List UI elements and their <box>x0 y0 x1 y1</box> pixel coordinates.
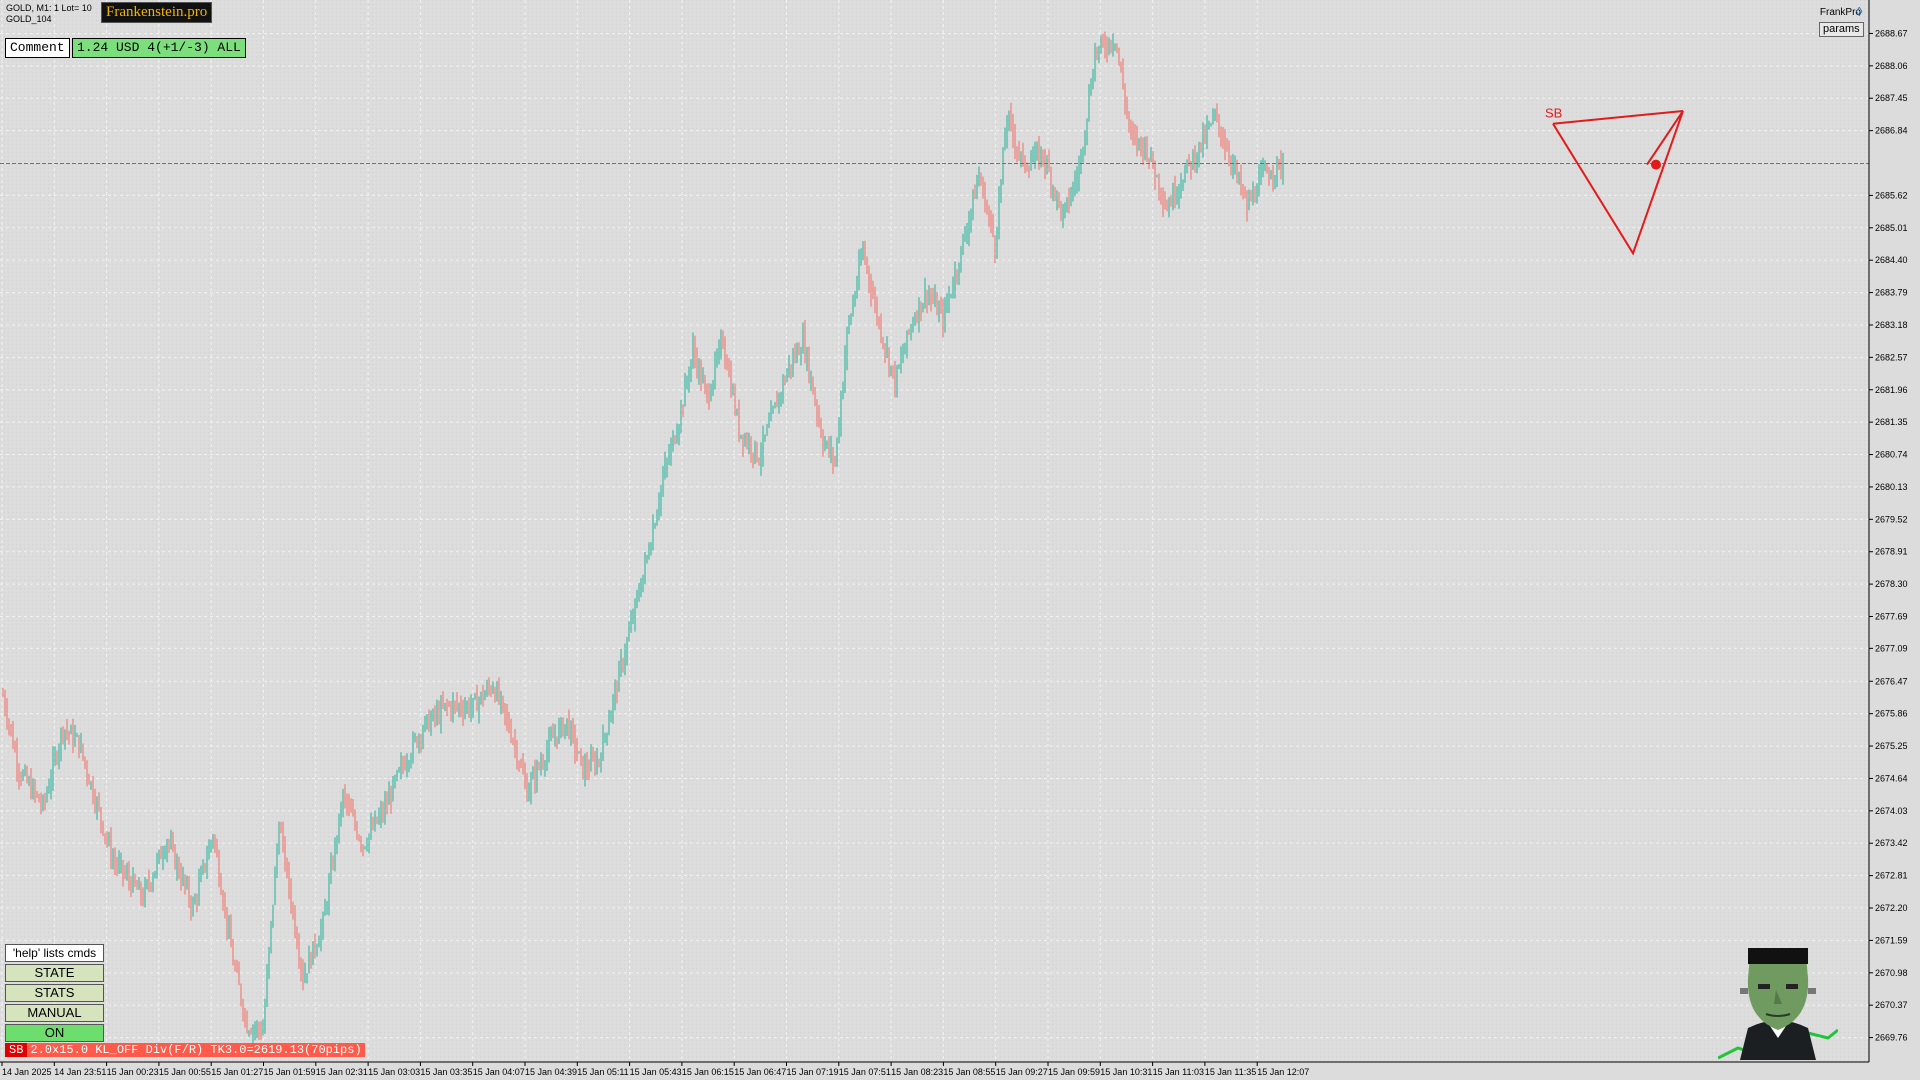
state-button[interactable]: STATE <box>5 964 104 982</box>
time-axis-labels: 14 Jan 2025 14 Jan 23:51 15 Jan 00:23 15 Ja… <box>1 1062 1309 1077</box>
frankpro-title: FrankPro <box>1819 7 1861 18</box>
price-tick-label: 2684.40 <box>1875 255 1908 265</box>
time-axis <box>0 1062 1920 1080</box>
time-tick-label: 15 Jan 00:23 <box>107 1067 159 1077</box>
help-hint: 'help' lists cmds <box>5 944 104 962</box>
price-tick-label: 2681.96 <box>1875 385 1908 395</box>
pattern-label: SB <box>1545 106 1562 121</box>
time-tick-label: 14 Jan 23:51 <box>54 1067 106 1077</box>
pattern-top-line <box>1552 109 1684 125</box>
price-axis-labels: 2688.67 2688.06 2687.45 2686.84 2685.62 2685.… <box>1869 28 1908 1043</box>
price-tick-label: 2669.76 <box>1875 1033 1908 1043</box>
price-axis <box>1869 0 1920 1062</box>
price-tick-label: 2671.59 <box>1875 935 1908 945</box>
candles <box>2 31 1284 1045</box>
time-tick-label: 15 Jan 08:23 <box>891 1067 943 1077</box>
time-tick-label: 15 Jan 11:03 <box>1153 1067 1204 1077</box>
graduation-cap-icon[interactable]: ◊ <box>1856 4 1863 19</box>
price-tick-label: 2675.86 <box>1875 709 1908 719</box>
time-tick-label: 15 Jan 02:31 <box>316 1067 368 1077</box>
price-tick-label: 2680.74 <box>1875 450 1908 460</box>
sb-pattern: SB <box>1545 106 1684 256</box>
time-tick-label: 15 Jan 04:39 <box>525 1067 577 1077</box>
account-line: GOLD_104 <box>6 14 52 24</box>
status-text: 2.0x15.0 KL_OFF Div(F/R) TK3.0=2619.13(7… <box>30 1043 362 1057</box>
stats-button[interactable]: STATS <box>5 984 104 1002</box>
time-tick-label: 15 Jan 07:51 <box>839 1067 891 1077</box>
price-tick-label: 2679.52 <box>1875 514 1908 524</box>
time-tick-label: 15 Jan 03:03 <box>368 1067 420 1077</box>
price-tick-label: 2672.81 <box>1875 871 1908 881</box>
price-tick-label: 2675.25 <box>1875 741 1908 751</box>
chart-area[interactable] <box>0 0 1869 1062</box>
price-tick-label: 2672.20 <box>1875 903 1908 913</box>
price-tick-label: 2670.37 <box>1875 1000 1908 1010</box>
price-tick-label: 2681.35 <box>1875 417 1908 427</box>
time-tick-label: 15 Jan 09:27 <box>996 1067 1048 1077</box>
chart-grid <box>0 0 1869 1062</box>
price-tick-label: 2674.03 <box>1875 806 1908 816</box>
symbol-info: GOLD, M1: 1 Lot= 10 GOLD_104 <box>6 3 92 25</box>
on-toggle-button[interactable]: ON <box>5 1024 104 1042</box>
symbol-line: GOLD, M1: <box>6 3 52 13</box>
price-tick-label: 2688.67 <box>1875 28 1908 38</box>
frankenstein-avatar-icon <box>1718 948 1838 1060</box>
time-tick-label: 15 Jan 04:07 <box>473 1067 525 1077</box>
price-tick-label: 2678.30 <box>1875 579 1908 589</box>
sell-marker-icon <box>1651 159 1661 170</box>
status-tag: SB <box>5 1043 28 1057</box>
price-tick-label: 2677.09 <box>1875 643 1908 653</box>
price-tick-label: 2686.84 <box>1875 126 1908 136</box>
price-tick-label: 2673.42 <box>1875 838 1908 848</box>
price-tick-label: 2670.98 <box>1875 968 1908 978</box>
status-bar: SB 2.0x15.0 KL_OFF Div(F/R) TK3.0=2619.13… <box>5 1043 365 1057</box>
price-tick-label: 2683.79 <box>1875 288 1908 298</box>
price-tick-label: 2685.01 <box>1875 223 1908 233</box>
price-tick-label: 2676.47 <box>1875 676 1908 686</box>
price-tick-label: 2678.91 <box>1875 547 1908 557</box>
time-tick-label: 15 Jan 06:15 <box>682 1067 734 1077</box>
time-tick-label: 15 Jan 00:55 <box>159 1067 211 1077</box>
price-tick-label: 2677.69 <box>1875 611 1908 621</box>
price-tick-label: 2687.45 <box>1875 93 1908 103</box>
brand-logo: Frankenstein.pro <box>101 2 213 23</box>
time-tick-label: 15 Jan 03:35 <box>420 1067 472 1077</box>
comment-button[interactable]: Comment <box>5 38 70 58</box>
params-button[interactable]: params <box>1819 22 1864 37</box>
price-tick-label: 2682.57 <box>1875 352 1908 362</box>
time-tick-label: 15 Jan 07:19 <box>787 1067 839 1077</box>
price-tick-label: 2674.64 <box>1875 773 1908 783</box>
time-tick-label: 15 Jan 01:27 <box>211 1067 263 1077</box>
time-tick-label: 15 Jan 06:47 <box>734 1067 786 1077</box>
time-tick-label: 15 Jan 05:43 <box>630 1067 682 1077</box>
time-tick-label: 15 Jan 08:55 <box>943 1067 995 1077</box>
time-tick-label: 15 Jan 09:59 <box>1048 1067 1100 1077</box>
time-tick-label: 15 Jan 05:11 <box>577 1067 628 1077</box>
pattern-lines <box>1552 110 1684 256</box>
time-tick-label: 15 Jan 11:35 <box>1205 1067 1256 1077</box>
pnl-summary: 1.24 USD 4(+1/-3) ALL <box>72 38 246 58</box>
price-tick-label: 2683.18 <box>1875 320 1908 330</box>
lot-text: 1 Lot= 10 <box>54 3 92 13</box>
time-tick-label: 14 Jan 2025 <box>2 1067 52 1077</box>
time-tick-label: 15 Jan 10:31 <box>1100 1067 1152 1077</box>
price-tick-label: 2680.13 <box>1875 482 1908 492</box>
price-tick-label: 2685.62 <box>1875 190 1908 200</box>
time-tick-label: 15 Jan 01:59 <box>264 1067 316 1077</box>
manual-button[interactable]: MANUAL <box>5 1004 104 1022</box>
price-tick-label: 2688.06 <box>1875 61 1908 71</box>
time-tick-label: 15 Jan 12:07 <box>1257 1067 1309 1077</box>
